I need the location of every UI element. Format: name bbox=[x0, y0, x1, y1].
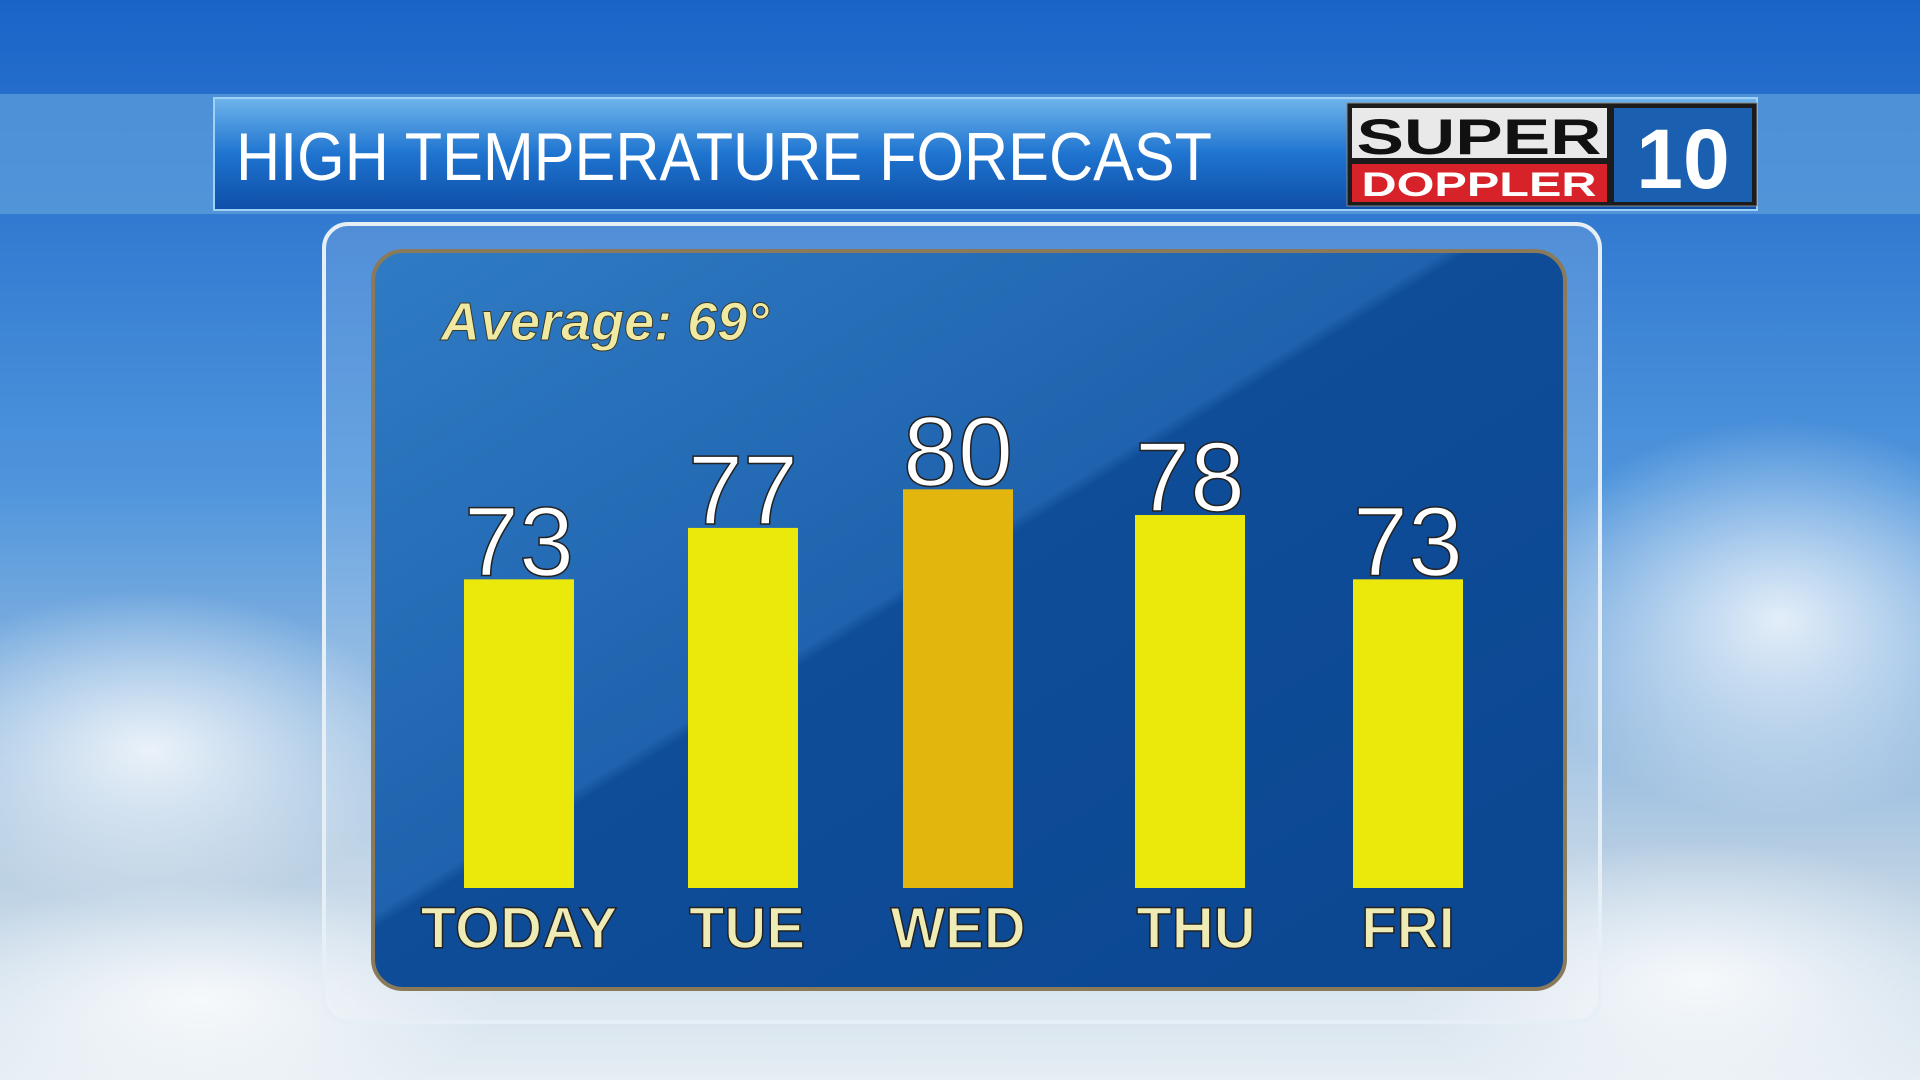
x-tick-label: WED bbox=[890, 896, 1025, 961]
logo-channel: 10 bbox=[1636, 112, 1729, 206]
bar bbox=[688, 527, 798, 888]
value-label: 73 bbox=[464, 486, 574, 596]
x-tick-label: TUE bbox=[689, 896, 805, 961]
x-tick-label: TODAY bbox=[421, 896, 618, 961]
bar bbox=[1353, 579, 1463, 888]
x-tick-label: FRI bbox=[1361, 896, 1454, 961]
bar bbox=[464, 579, 574, 888]
logo-doppler: DOPPLER bbox=[1362, 166, 1597, 204]
average-annotation: Average: 69° bbox=[439, 292, 769, 352]
x-tick-label: THU bbox=[1136, 896, 1255, 961]
logo-super: SUPER bbox=[1357, 109, 1602, 165]
logo-top-panel bbox=[1352, 108, 1607, 158]
chart-title: HIGH TEMPERATURE FORECAST bbox=[236, 119, 1212, 195]
value-label: 80 bbox=[903, 396, 1013, 506]
cloud bbox=[1520, 420, 1920, 820]
bar bbox=[903, 489, 1013, 888]
value-label: 77 bbox=[688, 435, 798, 545]
bar bbox=[1135, 515, 1245, 888]
cloud bbox=[0, 590, 410, 910]
value-label: 78 bbox=[1135, 422, 1245, 532]
logo-bottom-panel bbox=[1352, 164, 1607, 202]
value-label: 73 bbox=[1353, 486, 1463, 596]
logo-channel-panel bbox=[1614, 108, 1752, 202]
